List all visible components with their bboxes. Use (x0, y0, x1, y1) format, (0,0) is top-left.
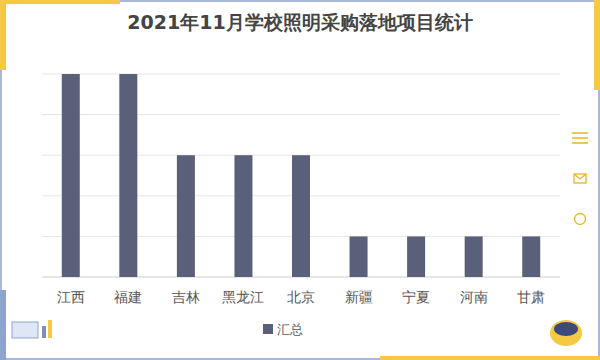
frame-accent (0, 0, 120, 4)
background (0, 0, 600, 360)
bar (177, 155, 195, 277)
bar (62, 74, 80, 277)
bar (119, 74, 137, 277)
bar (292, 155, 310, 277)
corner-deco (12, 322, 38, 338)
x-tick-label: 黑龙江 (222, 289, 264, 305)
mail-icon (574, 174, 586, 183)
bar (465, 236, 483, 277)
legend-label: 汇总 (277, 322, 303, 337)
corner-deco (550, 320, 582, 346)
x-tick-label: 新疆 (345, 289, 373, 305)
menu-icon (572, 142, 588, 144)
mail-icon (574, 174, 586, 179)
bar (234, 155, 252, 277)
x-tick-label: 宁夏 (402, 289, 430, 305)
x-tick-label: 甘肃 (517, 289, 545, 305)
x-tick-label: 河南 (460, 289, 488, 305)
frame-accent (380, 356, 600, 360)
frame (1, 1, 599, 359)
menu-icon (572, 132, 588, 134)
bar (407, 236, 425, 277)
x-tick-label: 福建 (114, 289, 142, 305)
frame-accent (0, 290, 6, 360)
frame-accent (594, 0, 600, 90)
title: 2021年11月学校照明采购落地项目统计 (127, 11, 472, 33)
corner-deco (554, 322, 578, 336)
chart-canvas: 2021年11月学校照明采购落地项目统计江西 福建 吉林 黑龙江 北京 新疆 宁夏 河南 甘肃汇… (0, 0, 600, 360)
bar (350, 236, 368, 277)
x-tick-label: 江西 (57, 289, 85, 305)
corner-deco (48, 320, 52, 338)
x-tick-label: 吉林 (172, 289, 200, 305)
bar (522, 236, 540, 277)
frame-accent (0, 0, 6, 70)
menu-icon (572, 137, 588, 139)
corner-deco (42, 326, 46, 338)
bars (62, 74, 540, 277)
legend-swatch (263, 324, 273, 334)
chat-icon (575, 214, 586, 225)
x-tick-label: 北京 (287, 289, 315, 305)
